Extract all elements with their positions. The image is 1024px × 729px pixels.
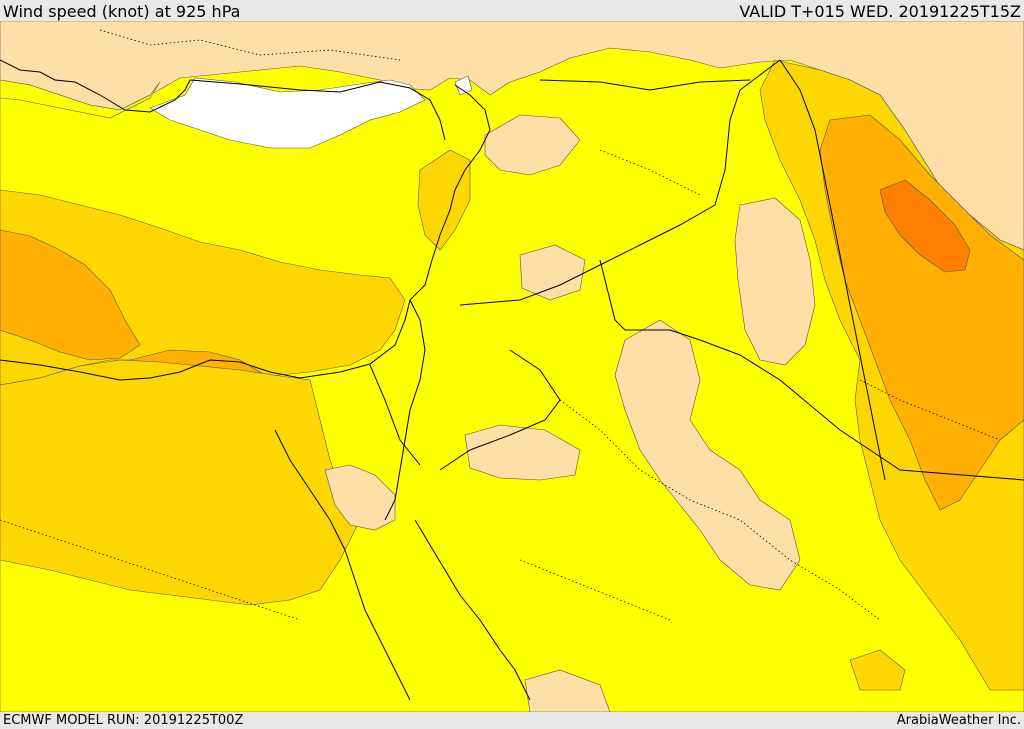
band-light-syrian-desert (519, 244, 586, 301)
band-light-syria (484, 114, 581, 176)
valid-time: VALID T+015 WED. 20191225T15Z (739, 2, 1021, 21)
band-fresh-east-arabia (849, 649, 906, 691)
band-moderate-strip (0, 79, 161, 119)
political-borders (369, 59, 1024, 481)
coastlines (0, 59, 886, 701)
model-run: ECMWF MODEL RUN: 20191225T00Z (3, 713, 244, 728)
footer-bar: ECMWF MODEL RUN: 20191225T00Z ArabiaWeat… (0, 712, 1024, 729)
band-light-iraq (734, 197, 816, 366)
band-light-sinai (324, 464, 396, 531)
credit: ArabiaWeather Inc. (896, 713, 1021, 728)
band-light-jordan (614, 319, 801, 591)
band-fresh-levant (417, 149, 471, 251)
band-very-strong-core (879, 179, 971, 273)
band-strong-iraq (819, 114, 1024, 511)
band-light-south (524, 669, 611, 712)
band-fresh-egypt (0, 359, 361, 606)
map-canvas (0, 21, 1024, 712)
band-calm-north (149, 77, 426, 149)
band-light-hijaz (464, 424, 581, 481)
map-title: Wind speed (knot) at 925 hPa (3, 2, 241, 21)
band-strong-west (0, 229, 141, 361)
internal-boundaries (0, 29, 1001, 621)
title-bar: Wind speed (knot) at 925 hPa VALID T+015… (0, 0, 1024, 21)
wind-speed-map (0, 21, 1024, 712)
band-calm-small (454, 75, 473, 96)
